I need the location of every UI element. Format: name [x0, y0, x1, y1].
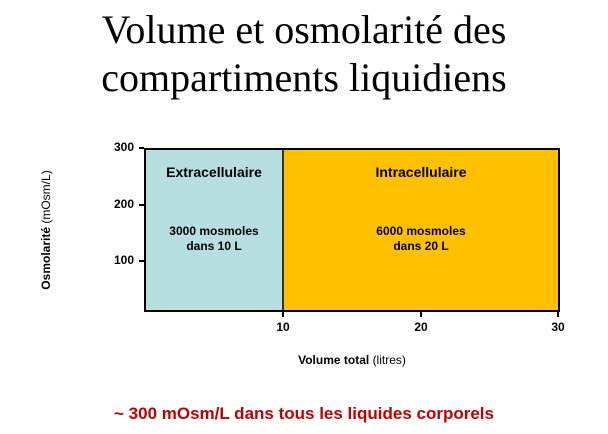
extracellular-mosmoles: 3000 mosmoles	[169, 224, 259, 238]
x-axis-label: Volume total (litres)	[144, 353, 560, 367]
y-tick-label-300: 300	[113, 140, 134, 154]
y-tick-label-100: 100	[113, 253, 134, 267]
summary-text: ~ 300 mOsm/L dans tous les liquides corp…	[114, 404, 494, 423]
y-axis-label-unit: (mOsm/L)	[39, 170, 53, 224]
page-title: Volume et osmolarité des compartiments l…	[0, 6, 608, 102]
y-tick-label-200: 200	[113, 197, 134, 211]
y-axis-label-text: Osmolarité	[39, 226, 53, 290]
x-tick-mark-20	[420, 312, 422, 317]
y-tick-mark-200	[139, 204, 144, 206]
intracellular-title: Intracellulaire	[375, 164, 467, 180]
title-line-1: Volume et osmolarité des	[101, 7, 507, 52]
intracellular-description: 6000 mosmoles dans 20 L	[284, 224, 558, 254]
extracellular-description: 3000 mosmoles dans 10 L	[146, 224, 282, 254]
x-tick-mark-30	[557, 312, 559, 317]
y-tick-mark-100	[139, 260, 144, 262]
y-axis-label: Osmolarité (mOsm/L)	[39, 170, 53, 289]
x-axis-label-unit: (litres)	[372, 353, 406, 367]
x-tick-label-20: 20	[414, 320, 428, 334]
extracellular-title: Extracellulaire	[166, 164, 262, 180]
x-tick-mark-10	[282, 312, 284, 317]
x-tick-label-10: 10	[276, 320, 290, 334]
intracellular-mosmoles: 6000 mosmoles	[376, 224, 466, 238]
intracellular-volume: dans 20 L	[393, 239, 449, 253]
x-tick-label-30: 30	[551, 320, 565, 334]
title-line-2: compartiments liquidiens	[101, 55, 507, 100]
osmolarity-volume-diagram: Extracellulaire 3000 mosmoles dans 10 L …	[144, 148, 560, 312]
extracellular-volume: dans 10 L	[186, 239, 242, 253]
intracellular-compartment: Intracellulaire 6000 mosmoles dans 20 L	[284, 150, 558, 310]
extracellular-compartment: Extracellulaire 3000 mosmoles dans 10 L	[146, 150, 284, 310]
x-axis-label-text: Volume total	[298, 353, 370, 367]
y-tick-mark-300	[139, 147, 144, 149]
